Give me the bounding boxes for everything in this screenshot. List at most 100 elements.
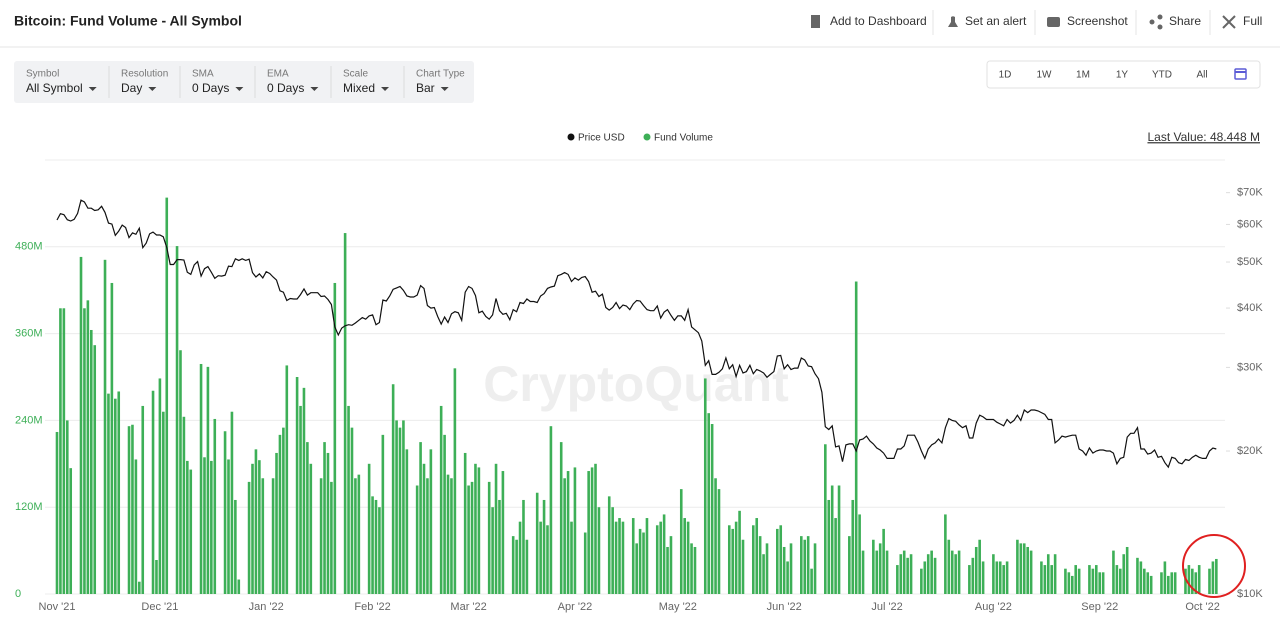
- bar: [1043, 565, 1047, 594]
- bar: [175, 246, 179, 594]
- y2-tick-label: $20K: [1237, 445, 1263, 457]
- bar: [669, 536, 673, 594]
- bar: [899, 554, 903, 594]
- range-button[interactable]: 1Y: [1116, 70, 1129, 81]
- bar: [103, 259, 107, 594]
- bar: [439, 405, 443, 594]
- control-value[interactable]: All Symbol: [26, 81, 83, 95]
- bar: [1040, 561, 1043, 594]
- bar: [1026, 546, 1029, 594]
- bar: [779, 525, 783, 594]
- control-value[interactable]: Day: [121, 81, 142, 95]
- bar: [621, 521, 625, 594]
- x-tick-label: Aug '22: [975, 601, 1012, 613]
- calendar-icon[interactable]: [1234, 68, 1247, 80]
- legend-swatch: [567, 133, 575, 141]
- bar: [607, 496, 611, 594]
- bar: [258, 460, 261, 594]
- dropdown-caret: [310, 87, 319, 91]
- bar: [539, 521, 542, 594]
- range-button[interactable]: 1D: [999, 70, 1012, 81]
- range-button[interactable]: All: [1196, 70, 1207, 81]
- bar: [398, 427, 402, 594]
- control-label: Scale: [343, 69, 368, 80]
- bar: [501, 471, 505, 594]
- bar: [1122, 554, 1126, 594]
- bar: [1029, 550, 1033, 594]
- bar: [954, 554, 957, 594]
- highlight-circle: [1182, 534, 1246, 598]
- plot: 0 120M 240M 360M 480M $10K $20K $30K $40K $50K $60…: [15, 187, 1263, 613]
- bar: [902, 550, 906, 594]
- action-button[interactable]: Full: [1243, 14, 1262, 28]
- bar: [1112, 550, 1115, 594]
- bar: [786, 561, 789, 594]
- bar: [367, 463, 371, 594]
- page-title: Bitcoin: Fund Volume - All Symbol: [14, 13, 242, 29]
- control-value[interactable]: 0 Days: [267, 81, 304, 95]
- bar: [302, 387, 306, 594]
- action-button[interactable]: Share: [1169, 14, 1201, 28]
- bar: [446, 474, 450, 594]
- y-tick-label: 0: [15, 588, 21, 600]
- bar: [1091, 568, 1095, 594]
- bar: [127, 426, 131, 594]
- bar: [806, 536, 810, 594]
- dropdown-caret: [381, 87, 390, 91]
- bar: [474, 463, 477, 594]
- bar: [1211, 561, 1215, 594]
- action-button[interactable]: Add to Dashboard: [830, 14, 927, 28]
- control-label: Chart Type: [416, 69, 465, 80]
- bar: [271, 478, 275, 594]
- camera-icon: [1047, 17, 1060, 27]
- action-button[interactable]: Set an alert: [965, 14, 1027, 28]
- bar: [227, 459, 230, 594]
- y2-tick-label: $50K: [1237, 256, 1263, 268]
- bar: [117, 391, 121, 594]
- control-value[interactable]: Mixed: [343, 81, 375, 95]
- bar: [731, 528, 735, 594]
- control-value[interactable]: Bar: [416, 81, 435, 95]
- bar: [751, 525, 755, 594]
- bar: [789, 543, 793, 594]
- bar: [655, 525, 659, 594]
- bar: [1101, 572, 1105, 594]
- bar: [381, 434, 385, 594]
- bar: [1187, 565, 1191, 594]
- bar: [998, 561, 1002, 594]
- bar: [693, 546, 697, 594]
- bar: [518, 521, 522, 594]
- bar: [330, 481, 333, 594]
- bar: [391, 384, 395, 594]
- bar: [107, 393, 110, 594]
- range-button[interactable]: 1M: [1076, 70, 1090, 81]
- bar: [131, 424, 134, 594]
- x-tick-label: Nov '21: [39, 601, 76, 613]
- bar: [491, 507, 494, 594]
- action-button[interactable]: Screenshot: [1067, 14, 1128, 28]
- bar: [563, 478, 566, 594]
- bar: [755, 518, 759, 594]
- bar: [62, 308, 66, 594]
- y2-tick-label: $60K: [1237, 218, 1263, 230]
- bar: [635, 543, 638, 594]
- bar: [343, 233, 347, 594]
- range-button[interactable]: YTD: [1152, 70, 1172, 81]
- legend-label[interactable]: Price USD: [578, 133, 625, 144]
- bar: [662, 514, 666, 594]
- last-value: Last Value: 48.448 M: [1147, 130, 1260, 144]
- range-button[interactable]: 1W: [1037, 70, 1053, 81]
- alert-icon: [948, 16, 958, 27]
- bar: [875, 550, 879, 594]
- control-value[interactable]: 0 Days: [192, 81, 229, 95]
- bar: [415, 485, 419, 594]
- bar: [251, 463, 254, 594]
- bar: [944, 514, 947, 594]
- bar: [741, 539, 745, 594]
- legend-label[interactable]: Fund Volume: [654, 133, 713, 144]
- x-tick-label: Jun '22: [767, 601, 802, 613]
- bar: [703, 378, 707, 594]
